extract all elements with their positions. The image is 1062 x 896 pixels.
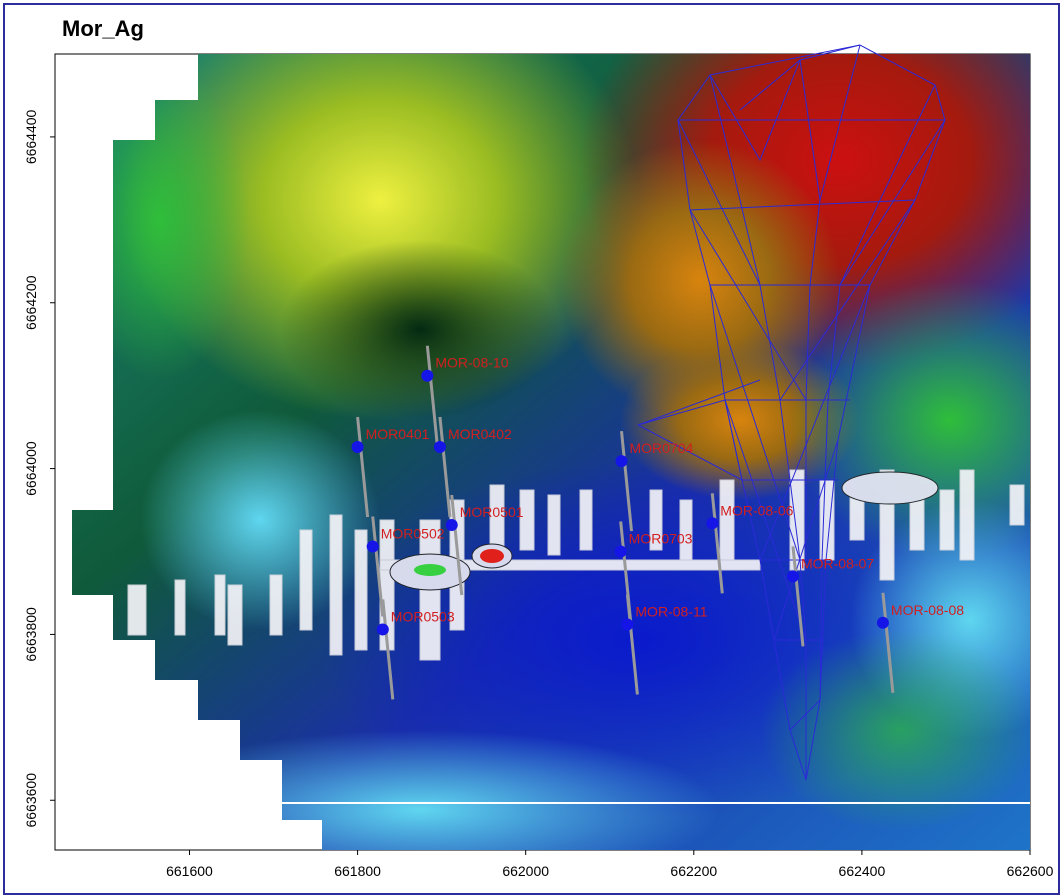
well-label: MOR0502	[381, 526, 445, 542]
well-label: MOR0703	[629, 531, 693, 547]
y-tick-label: 6664200	[23, 275, 39, 330]
well-label: MOR0503	[391, 608, 455, 624]
well-label: MOR0704	[630, 440, 694, 456]
x-tick-label: 662600	[1007, 863, 1054, 879]
x-tick-label: 661800	[334, 863, 381, 879]
y-tick-label: 6663800	[23, 607, 39, 662]
x-tick-label: 662000	[502, 863, 549, 879]
well-collar-marker[interactable]	[706, 517, 719, 530]
x-tick-label: 662400	[839, 863, 886, 879]
drill-trace	[381, 599, 395, 700]
well-label: MOR-08-11	[635, 603, 707, 619]
drill-trace	[881, 592, 895, 693]
drill-trace	[356, 416, 370, 518]
y-tick-label: 6664000	[23, 441, 39, 496]
well-label: MOR0402	[448, 426, 512, 442]
well-collar-marker[interactable]	[445, 518, 458, 531]
drill-trace	[791, 546, 805, 647]
well-label: MOR-08-06	[720, 502, 793, 518]
drill-traces	[356, 345, 895, 700]
y-tick-label: 6663600	[23, 773, 39, 828]
well-label: MOR0401	[366, 426, 430, 442]
mine-workings	[127, 469, 1025, 661]
well-collar-marker[interactable]	[621, 618, 634, 631]
drill-trace	[625, 594, 639, 695]
well-collar-marker[interactable]	[614, 545, 627, 558]
well-label: MOR-08-10	[435, 355, 508, 371]
well-collar-marker[interactable]	[615, 455, 628, 468]
well-collar-marker[interactable]	[876, 616, 889, 629]
x-tick-label: 661600	[166, 863, 213, 879]
map-title: Mor_Ag	[62, 16, 144, 41]
well-label: MOR-08-08	[891, 602, 964, 618]
well-label: MOR-08-07	[801, 555, 874, 571]
orebody-wireframe	[637, 44, 946, 781]
drill-trace	[620, 430, 634, 532]
x-axis: 661600 661800 662000 662200 662400 662600	[166, 850, 1054, 879]
y-axis: 6663600 6663800 6664000 6664200 6664400	[23, 109, 55, 828]
grade-hotspot-green	[414, 564, 446, 576]
grade-hotspot-red	[480, 549, 504, 563]
drill-trace	[438, 416, 452, 518]
y-tick-label: 6664400	[23, 109, 39, 164]
well-label: MOR0501	[460, 504, 524, 520]
well-collar-marker[interactable]	[351, 441, 364, 454]
drill-trace	[371, 516, 385, 617]
drill-trace	[425, 345, 439, 446]
x-tick-label: 662200	[670, 863, 717, 879]
drill-trace	[450, 494, 464, 596]
well-collar-marker[interactable]	[786, 570, 799, 583]
well-collar-marker[interactable]	[433, 441, 446, 454]
well-collar-marker[interactable]	[376, 623, 389, 636]
well-collar-marker[interactable]	[421, 369, 434, 382]
drill-collars: MOR-08-10 MOR0401 MOR0402 MOR0704 MOR-08-06 M…	[351, 355, 964, 636]
drill-trace	[710, 493, 724, 594]
well-collar-marker[interactable]	[366, 540, 379, 553]
